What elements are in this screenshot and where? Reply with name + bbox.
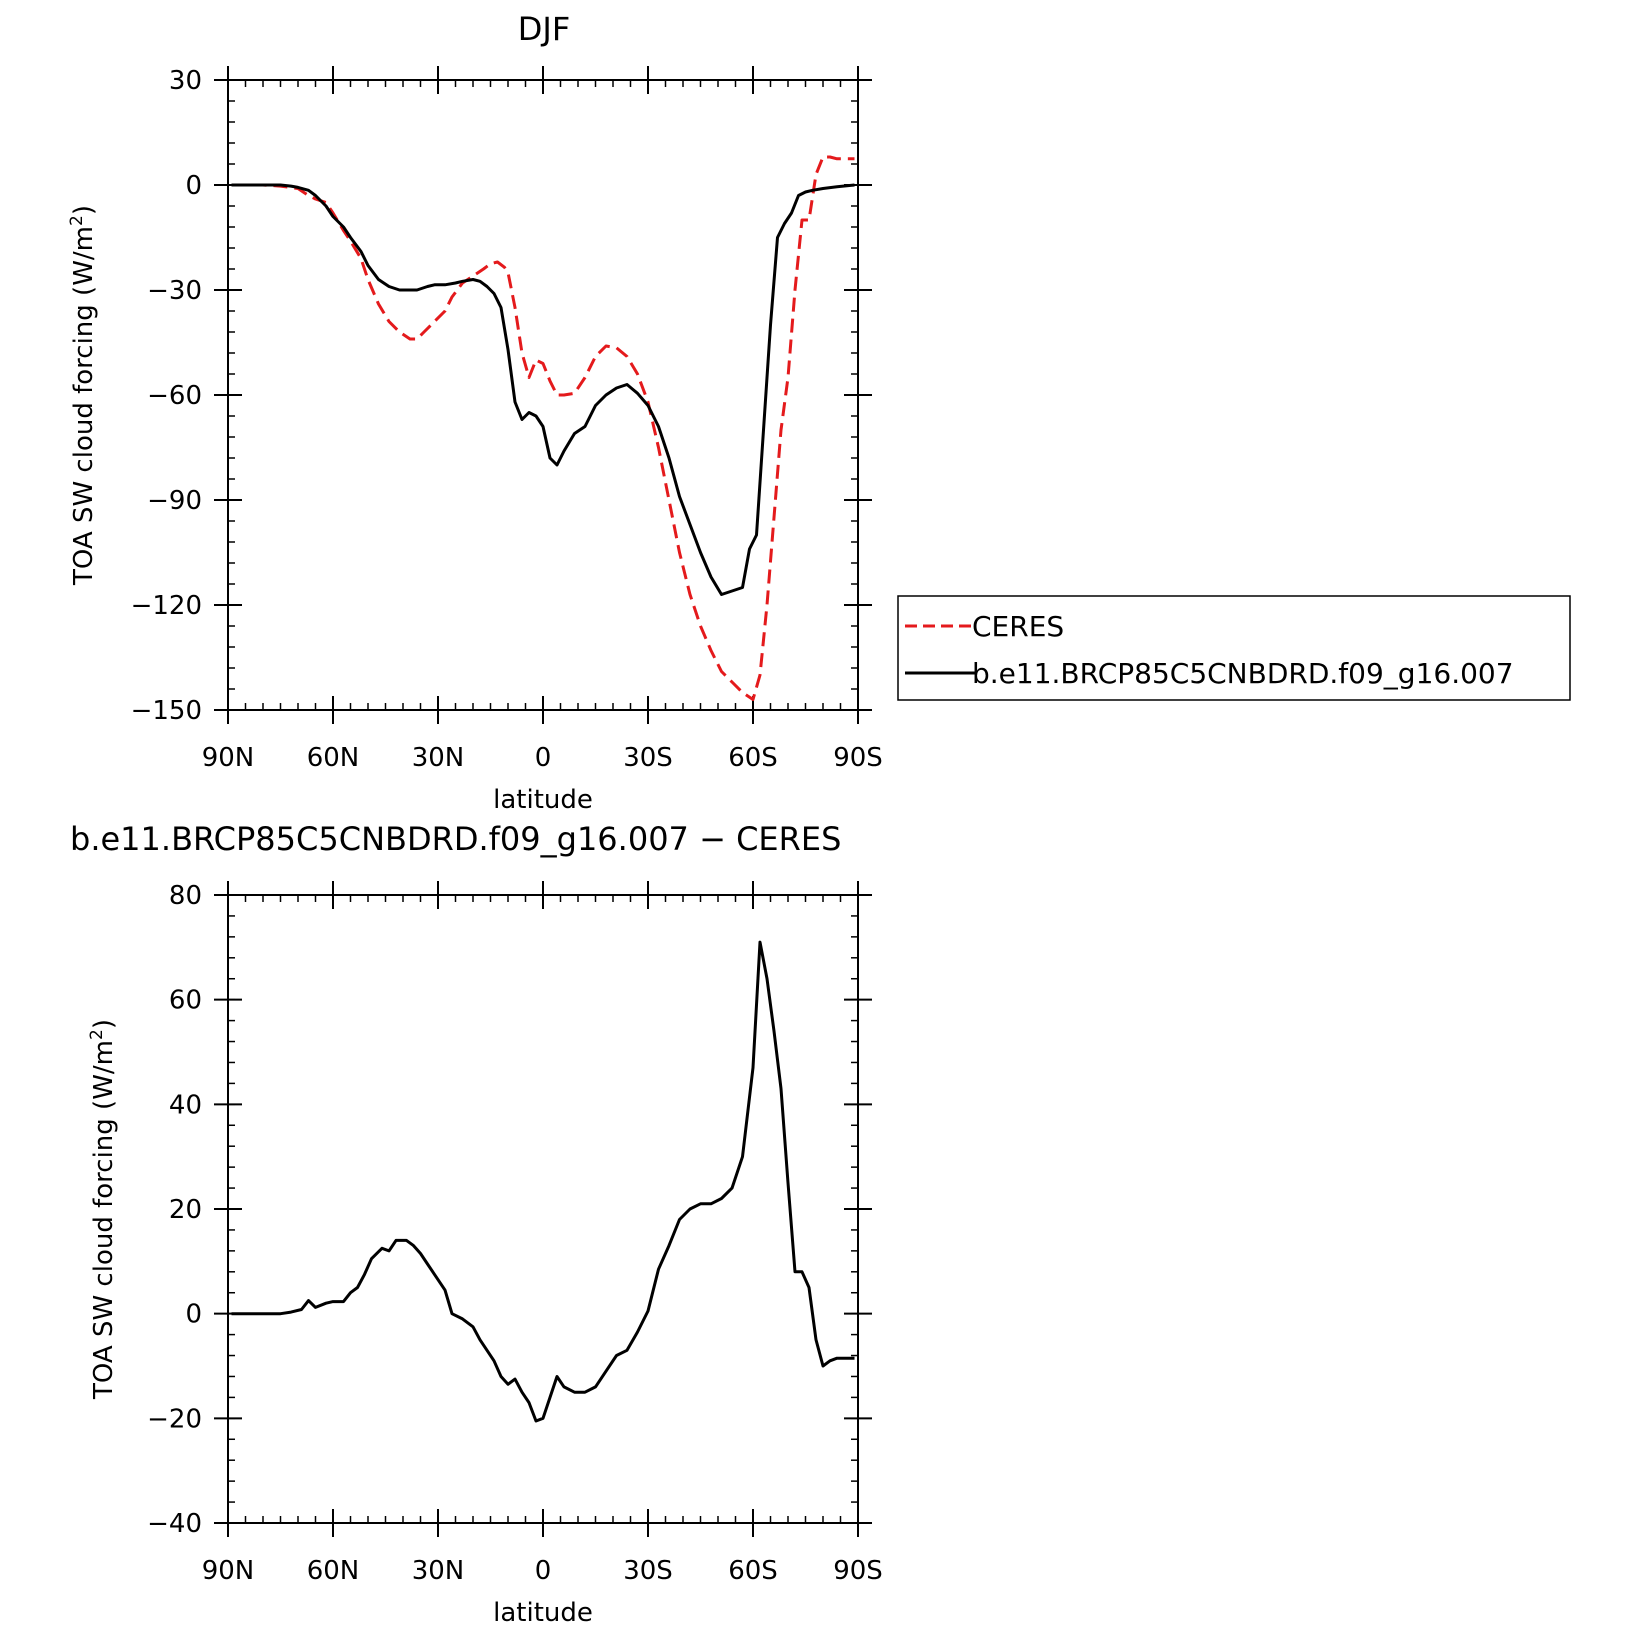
- top-ytick-label: −60: [147, 381, 202, 411]
- bottom-plot-frame: [227, 894, 859, 1524]
- top-xtick-label: 0: [535, 743, 552, 773]
- bottom-x-tick-labels: 90N 60N 30N 0 30S 60S 90S: [202, 1556, 883, 1586]
- top-xtick-label: 60N: [307, 743, 360, 773]
- bottom-ytick-label: 60: [169, 986, 202, 1016]
- legend-label-model: b.e11.BRCP85C5CNBDRD.f09_g16.007: [972, 657, 1514, 690]
- top-ytick-label: −150: [131, 696, 202, 726]
- top-y-axis-label-sup: 2: [67, 215, 87, 226]
- top-y-axis-label-main: TOA SW cloud forcing (W/m: [69, 226, 99, 586]
- bottom-plot-ticks: [214, 881, 872, 1537]
- bottom-ytick-label: −40: [147, 1509, 202, 1539]
- top-plot-ticks: [214, 66, 872, 724]
- top-xtick-label: 90S: [833, 743, 883, 773]
- bottom-plot: b.e11.BRCP85C5CNBDRD.f09_g16.007 − CERES…: [70, 820, 883, 1628]
- top-xtick-label: 30S: [623, 743, 673, 773]
- top-xtick-label: 30N: [412, 743, 465, 773]
- top-plot: DJF 30 0 −30 −60 −90 −120 −150 90N 60N 30N 0 30S 60…: [67, 10, 1571, 815]
- bottom-ytick-label: 20: [169, 1195, 202, 1225]
- top-x-axis-label: latitude: [493, 785, 593, 815]
- top-plot-frame: [227, 79, 859, 711]
- bottom-ytick-label: 40: [169, 1090, 202, 1120]
- bottom-xtick-label: 0: [535, 1556, 552, 1586]
- top-ytick-label: −90: [147, 486, 202, 516]
- top-xtick-label: 60S: [728, 743, 778, 773]
- bottom-y-tick-labels: 80 60 40 20 0 −20 −40: [147, 881, 202, 1539]
- top-y-tick-labels: 30 0 −30 −60 −90 −120 −150: [131, 66, 202, 726]
- top-x-tick-labels: 90N 60N 30N 0 30S 60S 90S: [202, 743, 883, 773]
- legend-label-ceres: CERES: [972, 610, 1064, 643]
- bottom-xtick-label: 30N: [412, 1556, 465, 1586]
- bottom-xtick-label: 60N: [307, 1556, 360, 1586]
- bottom-xtick-label: 90S: [833, 1556, 883, 1586]
- bottom-y-axis-label-main: TOA SW cloud forcing (W/m: [89, 1040, 119, 1400]
- bottom-y-axis-label: TOA SW cloud forcing (W/m2): [87, 1019, 119, 1400]
- bottom-plot-series: [231, 940, 855, 1423]
- top-ytick-label: 0: [185, 171, 202, 201]
- bottom-x-axis-label: latitude: [493, 1598, 593, 1628]
- bottom-y-axis-label-sup: 2: [87, 1029, 107, 1040]
- bottom-xtick-label: 60S: [728, 1556, 778, 1586]
- bottom-series-line-difference: [231, 940, 855, 1423]
- bottom-plot-title: b.e11.BRCP85C5CNBDRD.f09_g16.007 − CERES: [70, 820, 841, 858]
- top-ytick-label: 30: [169, 66, 202, 96]
- legend-box: [897, 595, 1571, 701]
- top-plot-title: DJF: [518, 10, 570, 48]
- bottom-xtick-label: 30S: [623, 1556, 673, 1586]
- bottom-y-axis-label-close: ): [89, 1019, 119, 1029]
- top-series-line-ceres: [231, 155, 855, 701]
- top-y-axis-label-close: ): [69, 205, 99, 215]
- bottom-xtick-label: 90N: [202, 1556, 255, 1586]
- top-y-axis-label: TOA SW cloud forcing (W/m2): [67, 205, 99, 586]
- top-ytick-label: −120: [131, 591, 202, 621]
- top-plot-series: [231, 155, 855, 701]
- top-ytick-label: −30: [147, 276, 202, 306]
- bottom-ytick-label: 0: [185, 1300, 202, 1330]
- bottom-ytick-label: −20: [147, 1404, 202, 1434]
- legend: CERES b.e11.BRCP85C5CNBDRD.f09_g16.007: [897, 595, 1571, 701]
- top-xtick-label: 90N: [202, 743, 255, 773]
- top-series-line-b-e11-brcp85c5cnbdrd-f09-g16-007: [231, 183, 855, 596]
- bottom-ytick-label: 80: [169, 881, 202, 911]
